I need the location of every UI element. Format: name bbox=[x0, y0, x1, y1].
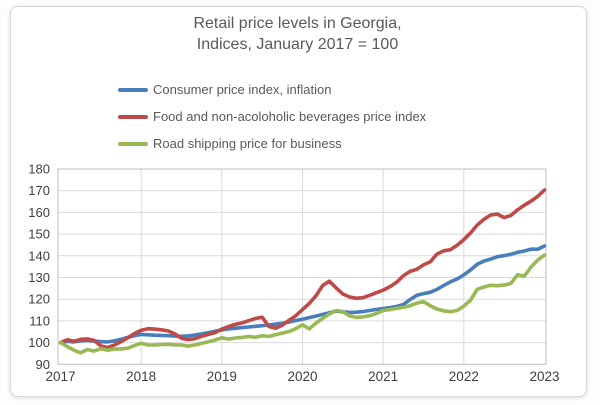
y-tick-label: 100 bbox=[28, 335, 50, 350]
x-tick-label: 2021 bbox=[368, 369, 398, 384]
chart-title: Retail price levels in Georgia, Indices,… bbox=[10, 13, 585, 55]
road-line bbox=[58, 253, 547, 355]
x-tick-label: 2022 bbox=[449, 369, 479, 384]
y-tick-label: 90 bbox=[36, 357, 50, 372]
legend-item-food: Food and non-acoloholic beverages price … bbox=[118, 103, 426, 130]
y-tick-label: 110 bbox=[29, 313, 50, 328]
y-tick-label: 170 bbox=[28, 183, 50, 198]
cpi-legend-swatch bbox=[118, 87, 148, 92]
food-legend-label: Food and non-acoloholic beverages price … bbox=[153, 109, 427, 124]
y-tick-label: 120 bbox=[28, 292, 50, 307]
cpi-legend-label: Consumer price index, inflation bbox=[153, 82, 332, 97]
x-tick-label: 2018 bbox=[126, 369, 156, 384]
x-tick-label: 2019 bbox=[207, 369, 237, 384]
legend: Consumer price index, inflation Food and … bbox=[118, 76, 426, 157]
road-legend-label: Road shipping price for business bbox=[153, 136, 342, 151]
road-legend-swatch bbox=[118, 141, 148, 146]
cpi-line bbox=[58, 244, 547, 345]
chart-title-line2: Indices, January 2017 = 100 bbox=[196, 36, 399, 53]
x-tick-label: 2017 bbox=[45, 369, 75, 384]
legend-item-cpi: Consumer price index, inflation bbox=[118, 76, 426, 103]
plot-border bbox=[57, 168, 547, 365]
x-tick-label: 2023 bbox=[529, 369, 559, 384]
y-tick-label: 130 bbox=[28, 270, 50, 285]
legend-item-road: Road shipping price for business bbox=[118, 130, 426, 157]
y-tick-label: 150 bbox=[28, 227, 50, 242]
food-line bbox=[58, 188, 547, 350]
chart-card bbox=[10, 6, 587, 397]
y-tick-label: 180 bbox=[28, 162, 50, 177]
y-tick-label: 160 bbox=[28, 205, 50, 220]
y-tick-label: 140 bbox=[28, 248, 50, 263]
chart-title-line1: Retail price levels in Georgia, bbox=[193, 15, 402, 32]
x-tick-label: 2020 bbox=[287, 369, 317, 384]
food-legend-swatch bbox=[118, 114, 148, 119]
